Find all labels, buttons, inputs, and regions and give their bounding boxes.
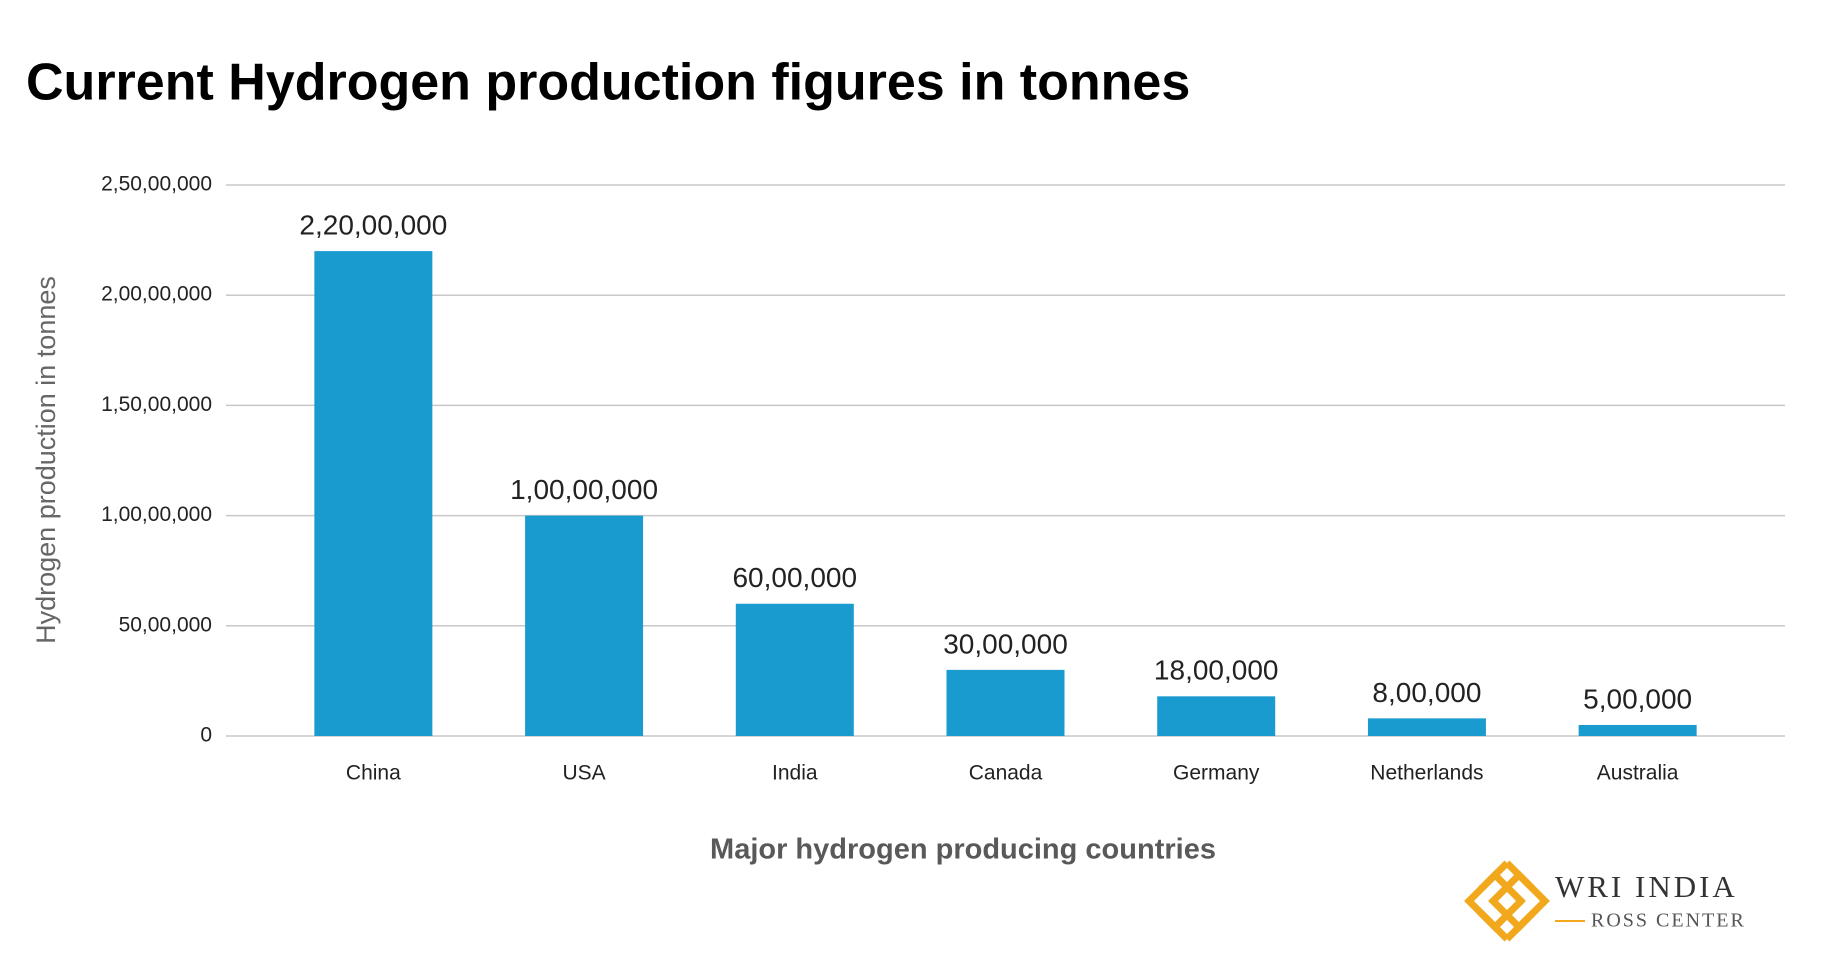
y-axis-label: Hydrogen production in tonnes — [31, 276, 61, 644]
logo-subtitle: ROSS CENTER — [1591, 910, 1746, 932]
bar — [946, 669, 1065, 736]
chart-title: Current Hydrogen production figures in t… — [26, 54, 1190, 112]
bar — [1157, 696, 1276, 736]
y-tick-label: 50,00,000 — [119, 613, 212, 636]
y-tick-label: 1,50,00,000 — [101, 393, 212, 416]
logo-icon — [1464, 860, 1550, 942]
value-label: 8,00,000 — [1372, 677, 1481, 708]
bar — [314, 251, 433, 736]
bar — [735, 603, 854, 736]
value-label: 2,20,00,000 — [299, 210, 447, 241]
bar — [1367, 718, 1486, 736]
y-tick-label: 0 — [200, 724, 212, 747]
y-tick-label: 1,00,00,000 — [101, 503, 212, 526]
x-tick-label: China — [346, 762, 401, 785]
x-tick-label: India — [772, 762, 818, 785]
value-label: 18,00,000 — [1154, 655, 1279, 686]
x-axis-label: Major hydrogen producing countries — [710, 834, 1216, 866]
bar — [525, 515, 644, 736]
y-tick-label: 2,50,00,000 — [101, 173, 212, 196]
value-label: 60,00,000 — [732, 562, 857, 593]
logo: WRI INDIA ROSS CENTER — [1464, 860, 1746, 942]
value-label: 1,00,00,000 — [510, 474, 658, 505]
x-tick-label: USA — [562, 762, 605, 785]
x-tick-label: Australia — [1597, 762, 1679, 785]
logo-name: WRI INDIA — [1555, 869, 1738, 904]
x-tick-label: Germany — [1173, 762, 1260, 785]
x-tick-label: Netherlands — [1370, 762, 1483, 785]
y-tick-label: 2,00,00,000 — [101, 283, 212, 306]
x-tick-label: Canada — [969, 762, 1043, 785]
value-label: 30,00,000 — [943, 628, 1068, 659]
bar — [1578, 724, 1697, 736]
value-label: 5,00,000 — [1583, 683, 1692, 714]
